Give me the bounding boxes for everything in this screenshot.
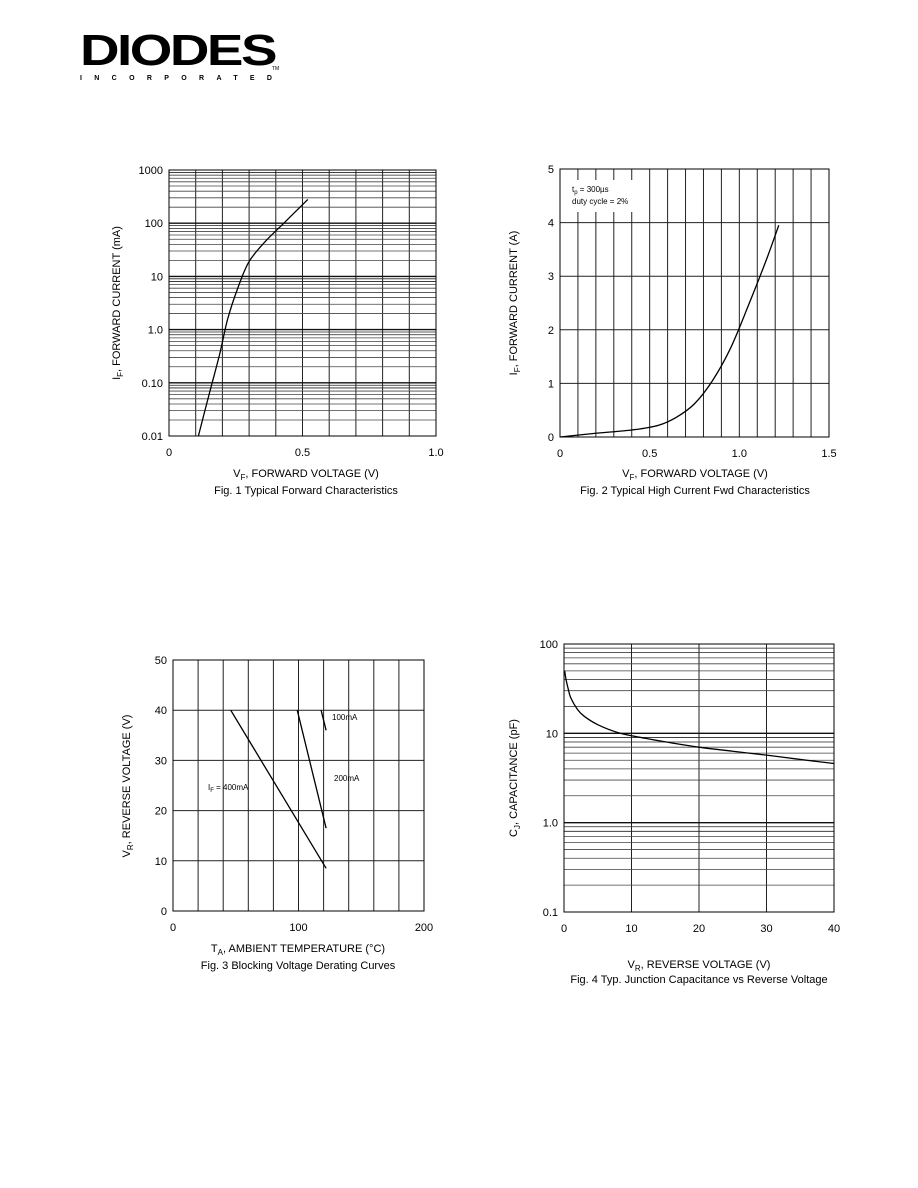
fig4-ytick-label: 1.0: [543, 818, 558, 830]
fig2-xtick-label: 1.5: [821, 448, 836, 460]
fig1-series-line: [197, 198, 309, 437]
chart-fig1: 0.01 0.10 1.0 10 100 1000 0 0.5 1.0 IF, FORWARD …: [100, 160, 460, 510]
fig3-series-line-0: [230, 709, 327, 869]
fig2-annotation-box: [568, 180, 644, 212]
chart-fig3: 0 10 20 30 40 50 0 100 200 IF = 400mA 200mA 100m…: [100, 650, 460, 980]
fig2-series-line: [559, 225, 780, 438]
fig4-xtick-label: 40: [828, 923, 840, 935]
fig1-ytick-label: 0.01: [142, 431, 163, 443]
logo-subtitle: INCORPORATED: [80, 75, 272, 82]
fig1-ylabel: IF, FORWARD CURRENT (mA): [111, 226, 125, 380]
fig2-xtick-label: 0: [557, 448, 563, 460]
fig1-ytick-label: 10: [151, 271, 163, 283]
fig4-ytick-label: 10: [546, 728, 558, 740]
fig1-ytick-label: 1.0: [148, 325, 163, 337]
fig3-ytick-label: 0: [161, 906, 167, 918]
fig3-ylabel: VR, REVERSE VOLTAGE (V): [121, 715, 135, 858]
logo-tm: TM: [272, 66, 279, 72]
fig2-ylabel: IF, FORWARD CURRENT (A): [508, 231, 522, 376]
fig4-xtick-label: 10: [625, 923, 637, 935]
fig4-caption: Fig. 4 Typ. Junction Capacitance vs Reve…: [570, 974, 827, 986]
fig3-label-200ma: 200mA: [334, 774, 360, 783]
fig4-ylabel: CJ, CAPACITANCE (pF): [508, 719, 522, 837]
fig2-ytick-label: 3: [548, 271, 554, 283]
fig3-plot-frame: [172, 659, 425, 912]
fig1-plot-frame: [168, 169, 437, 437]
fig3-series-line-1: [296, 710, 327, 829]
fig4-plot-frame: [563, 643, 835, 913]
fig3-series-line-2: [320, 710, 327, 731]
fig2-annotation-duty: duty cycle = 2%: [572, 197, 628, 206]
logo-wordmark: DIODES: [80, 30, 276, 75]
fig2-grid: [560, 169, 829, 437]
fig3-ytick-label: 30: [155, 755, 167, 767]
fig1-ytick-label: 1000: [139, 165, 163, 177]
fig2-ytick-label: 4: [548, 218, 554, 230]
fig2-ytick-label: 1: [548, 378, 554, 390]
fig1-xtick-label: 1.0: [428, 447, 443, 459]
fig1-xtick-label: 0.5: [295, 447, 310, 459]
fig3-xtick-label: 0: [170, 922, 176, 934]
fig1-grid: [169, 170, 436, 436]
fig2-caption: Fig. 2 Typical High Current Fwd Characte…: [580, 485, 810, 497]
fig4-xlabel: VR, REVERSE VOLTAGE (V): [628, 959, 771, 973]
fig1-svg: 0.01 0.10 1.0 10 100 1000 0 0.5 1.0 IF, FORWARD …: [111, 165, 444, 497]
fig3-label-400ma: IF = 400mA: [208, 783, 249, 794]
fig2-xtick-label: 0.5: [642, 448, 657, 460]
fig4-xtick-label: 0: [561, 923, 567, 935]
fig1-ytick-label: 100: [145, 218, 163, 230]
fig2-xlabel: VF, FORWARD VOLTAGE (V): [622, 468, 768, 482]
fig2-ytick-label: 2: [548, 325, 554, 337]
fig2-xtick-label: 1.0: [732, 448, 747, 460]
fig3-svg: 0 10 20 30 40 50 0 100 200 IF = 400mA 200mA 100m…: [121, 655, 433, 972]
fig3-ytick-label: 10: [155, 856, 167, 868]
fig3-label-100ma: 100mA: [332, 713, 358, 722]
fig4-xtick-label: 30: [760, 923, 772, 935]
fig3-ytick-label: 20: [155, 806, 167, 818]
fig4-ytick-label: 100: [540, 639, 558, 651]
fig3-xtick-label: 200: [415, 922, 433, 934]
diodes-logo: DIODES INCORPORATED TM: [80, 26, 280, 82]
fig2-ytick-label: 5: [548, 164, 554, 176]
fig4-grid: [564, 644, 834, 912]
fig2-svg: 0 1 2 3 4 5 0 0.5 1.0 1.5 tp = 300µs duty cycle =…: [508, 164, 837, 497]
fig2-plot-frame: [559, 168, 830, 438]
fig3-ytick-label: 50: [155, 655, 167, 667]
fig3-caption: Fig. 3 Blocking Voltage Derating Curves: [201, 960, 396, 972]
fig4-series-line: [564, 670, 835, 765]
chart-fig2: 0 1 2 3 4 5 0 0.5 1.0 1.5 tp = 300µs duty cycle =…: [500, 160, 860, 510]
fig2-ytick-label: 0: [548, 432, 554, 444]
fig1-xlabel: VF, FORWARD VOLTAGE (V): [233, 468, 379, 482]
fig4-xtick-label: 20: [693, 923, 705, 935]
fig3-xlabel: TA, AMBIENT TEMPERATURE (°C): [211, 943, 385, 957]
fig4-ytick-label: 0.1: [543, 907, 558, 919]
fig2-annotation-tp: tp = 300µs: [572, 185, 609, 196]
fig3-xtick-label: 100: [289, 922, 307, 934]
fig3-grid: [173, 660, 424, 911]
fig1-ytick-label: 0.10: [142, 378, 163, 390]
fig3-ytick-label: 40: [155, 705, 167, 717]
fig1-caption: Fig. 1 Typical Forward Characteristics: [214, 485, 398, 497]
chart-fig4: 0.1 1.0 10 100 0 10 20 30 40 CJ, CAPACITANCE (pF…: [500, 630, 860, 990]
fig1-xtick-label: 0: [166, 447, 172, 459]
fig4-svg: 0.1 1.0 10 100 0 10 20 30 40 CJ, CAPACITANCE (pF…: [508, 639, 840, 986]
